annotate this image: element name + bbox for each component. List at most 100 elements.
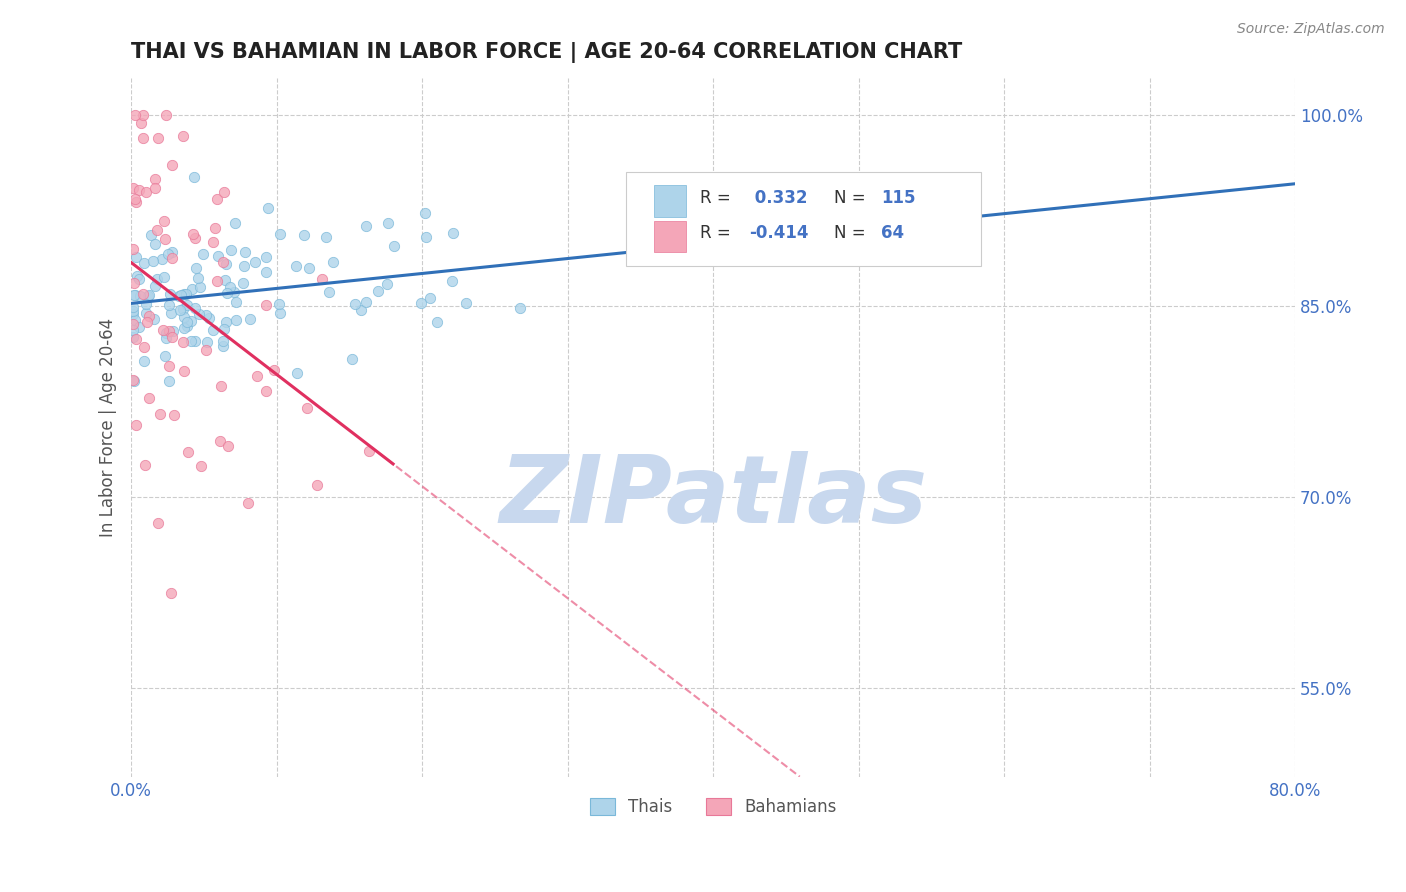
Point [146,131,169,145]
Point [121,300,143,314]
Point [187,307,209,321]
Point [207,249,229,263]
Point [284,259,307,273]
Point [285,366,308,380]
Point [121,323,143,337]
Point [354,294,377,309]
Point [318,285,340,300]
Point [377,216,399,230]
Point [215,315,238,329]
Point [233,259,256,273]
Point [157,374,180,388]
Point [181,282,204,296]
Point [132,340,155,354]
Text: N =: N = [834,189,872,207]
Point [143,312,166,326]
Text: 115: 115 [880,189,915,207]
Point [292,228,315,243]
Text: THAI VS BAHAMIAN IN LABOR FORCE | AGE 20-64 CORRELATION CHART: THAI VS BAHAMIAN IN LABOR FORCE | AGE 20… [131,42,963,62]
Point [183,334,205,349]
Point [138,288,160,302]
Point [135,297,157,311]
Point [195,343,218,357]
Legend: Thais, Bahamians: Thais, Bahamians [582,789,845,824]
Point [146,223,169,237]
Point [426,315,449,329]
Point [177,445,200,459]
Point [218,280,240,294]
Point [295,401,318,416]
Point [183,169,205,184]
FancyBboxPatch shape [626,171,981,266]
Point [160,330,183,344]
Point [212,185,235,199]
Point [132,286,155,301]
Text: -0.414: -0.414 [749,224,808,242]
Point [204,220,226,235]
Point [214,273,236,287]
Point [343,297,366,311]
Point [138,309,160,323]
Point [162,325,184,339]
Point [349,303,371,318]
Point [195,309,218,323]
Point [174,287,197,301]
Point [143,237,166,252]
Text: ZIPatlas: ZIPatlas [499,451,927,543]
Point [160,305,183,319]
Point [217,439,239,453]
FancyBboxPatch shape [654,186,686,217]
Point [212,255,235,269]
Point [195,335,218,350]
Point [219,244,242,258]
Point [124,192,146,206]
Point [148,516,170,530]
Point [153,214,176,228]
Point [157,324,180,338]
Point [184,231,207,245]
Point [122,288,145,302]
Point [143,278,166,293]
Point [155,108,177,122]
Point [153,269,176,284]
Y-axis label: In Labor Force | Age 20-64: In Labor Force | Age 20-64 [100,318,117,537]
FancyBboxPatch shape [654,221,686,252]
Point [132,108,155,122]
Point [121,307,143,321]
Point [129,289,152,303]
Point [190,458,212,473]
Point [145,272,167,286]
Point [122,317,145,331]
Point [145,180,167,194]
Point [125,332,148,346]
Point [243,254,266,268]
Point [156,246,179,260]
Point [155,232,177,246]
Point [441,226,464,240]
Point [662,246,685,260]
Text: R =: R = [700,189,737,207]
Point [180,334,202,349]
Point [356,219,378,233]
Point [311,272,333,286]
Point [157,359,180,373]
Point [305,478,328,492]
Point [454,295,477,310]
Point [124,374,146,388]
Point [269,306,291,320]
Point [198,311,221,326]
Text: R =: R = [700,224,737,242]
Point [224,285,246,300]
Point [160,252,183,266]
Point [121,242,143,256]
Point [176,319,198,334]
Point [132,354,155,368]
Point [207,192,229,206]
Point [209,434,232,449]
Text: 0.332: 0.332 [749,189,807,207]
Point [160,244,183,259]
Text: N =: N = [834,224,872,242]
Point [409,296,432,310]
Point [217,286,239,301]
Point [382,239,405,253]
